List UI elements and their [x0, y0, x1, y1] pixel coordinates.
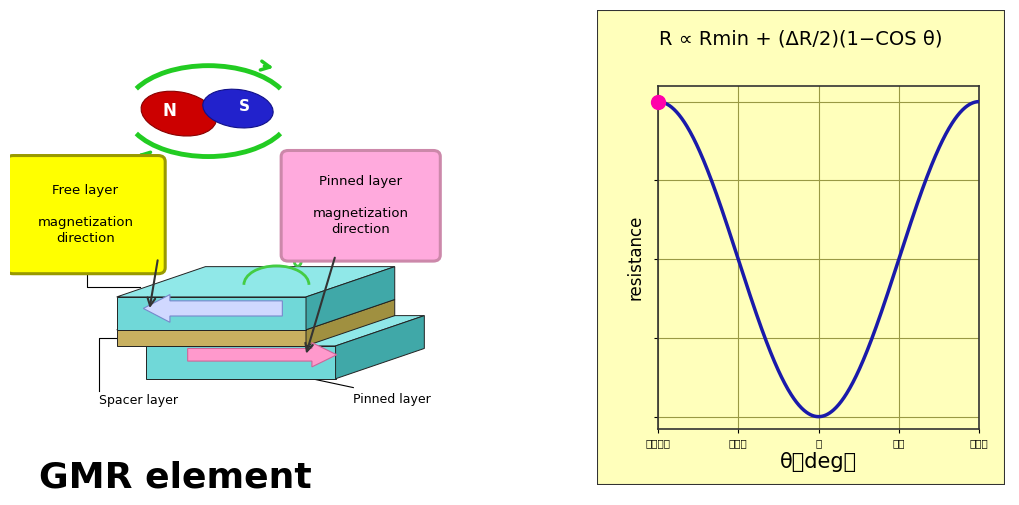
Text: GMR element: GMR element [40, 460, 312, 494]
Text: Spacer layer: Spacer layer [99, 394, 177, 407]
FancyArrow shape [143, 294, 282, 322]
Polygon shape [116, 299, 394, 330]
Ellipse shape [203, 89, 273, 128]
Text: Pinned layer

magnetization
direction: Pinned layer magnetization direction [312, 175, 408, 236]
FancyArrow shape [187, 343, 336, 367]
Polygon shape [306, 299, 394, 346]
Polygon shape [116, 297, 306, 330]
Y-axis label: resistance: resistance [626, 215, 644, 300]
Ellipse shape [141, 91, 216, 136]
Text: Pinned layer: Pinned layer [353, 393, 431, 406]
FancyBboxPatch shape [596, 10, 1004, 485]
Polygon shape [146, 316, 424, 346]
Text: S: S [238, 98, 249, 114]
Polygon shape [335, 316, 424, 379]
Text: Free layer

magnetization
direction: Free layer magnetization direction [38, 184, 133, 245]
Text: R ∝ Rmin + (ΔR/2)(1−COS θ): R ∝ Rmin + (ΔR/2)(1−COS θ) [658, 29, 942, 48]
Polygon shape [306, 267, 394, 330]
Polygon shape [116, 330, 306, 346]
Polygon shape [146, 346, 335, 379]
Point [649, 97, 665, 106]
Text: N: N [163, 102, 176, 120]
FancyBboxPatch shape [6, 156, 165, 274]
X-axis label: θ（deg）: θ（deg） [780, 452, 856, 473]
FancyBboxPatch shape [281, 150, 440, 261]
Text: Free layer: Free layer [87, 251, 149, 264]
Polygon shape [116, 267, 394, 297]
Text: θ: θ [291, 253, 303, 271]
